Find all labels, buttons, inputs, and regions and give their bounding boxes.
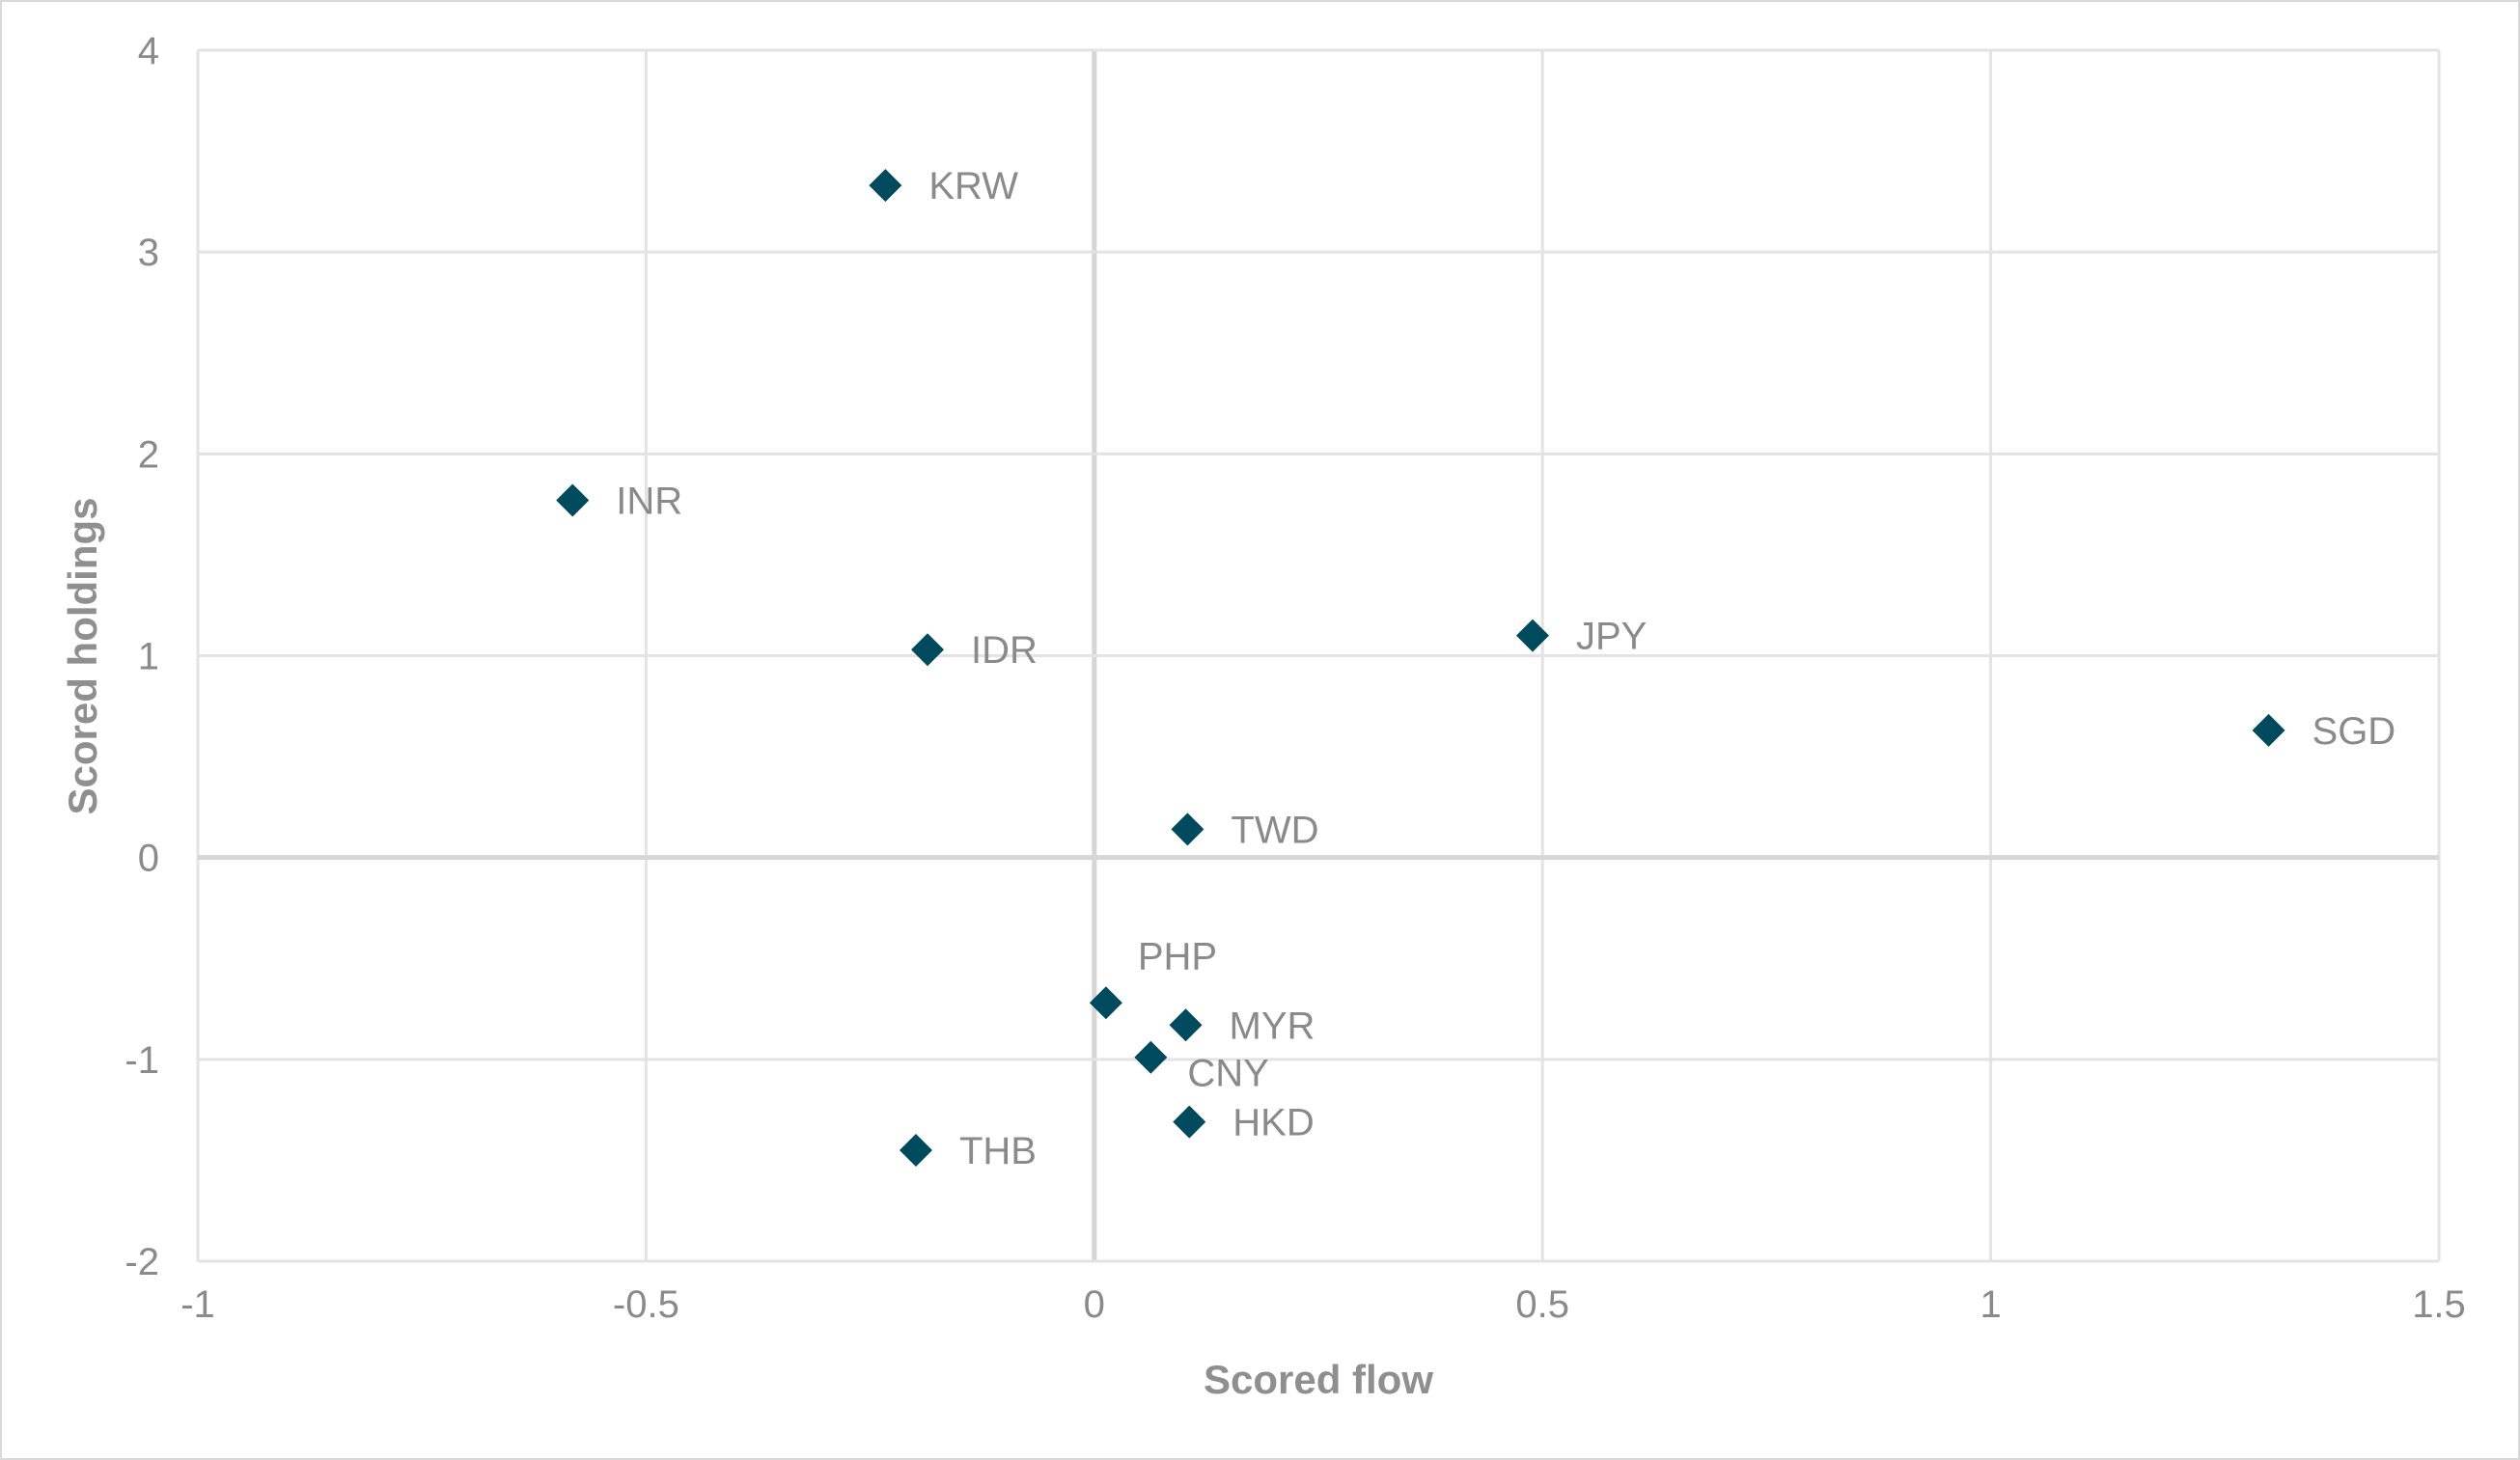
data-point-idr [911,633,945,667]
data-point-hkd [1173,1105,1206,1139]
data-point-jpy [1515,619,1549,652]
x-tick-label: 1 [1980,1283,2001,1326]
data-label: SGD [2312,710,2396,753]
x-tick-label: 0 [1084,1283,1105,1326]
x-axis-title: Scored flow [1204,1357,1433,1402]
data-point-krw [869,169,902,203]
y-axis-title: Scored holdings [60,497,105,814]
x-tick-label: -1 [180,1283,215,1326]
x-tick-label: 1.5 [2412,1283,2466,1326]
data-label: TWD [1231,809,1318,851]
data-point-cny [1134,1040,1168,1074]
y-tick-label: -2 [125,1241,159,1283]
data-label: PHP [1138,935,1217,978]
data-point-sgd [2252,713,2285,747]
data-point-myr [1169,1008,1203,1042]
data-label: INR [616,480,682,522]
y-tick-label: -1 [125,1039,159,1082]
data-point-twd [1171,813,1205,846]
data-point-php [1089,986,1122,1020]
data-label: KRW [928,165,1018,207]
y-tick-label: 1 [138,636,159,678]
data-label: IDR [971,629,1038,672]
data-label: MYR [1230,1005,1315,1047]
data-label: HKD [1232,1102,1314,1144]
data-label: JPY [1576,616,1647,658]
data-point-thb [899,1133,932,1167]
x-tick-label: 0.5 [1515,1283,1569,1326]
x-tick-label: -0.5 [613,1283,679,1326]
y-tick-label: 4 [138,30,159,72]
y-tick-label: 3 [138,232,159,274]
y-tick-label: 0 [138,838,159,880]
data-label: CNY [1187,1053,1268,1095]
data-label: THB [959,1130,1037,1172]
data-point-inr [556,483,590,517]
y-tick-label: 2 [138,433,159,476]
